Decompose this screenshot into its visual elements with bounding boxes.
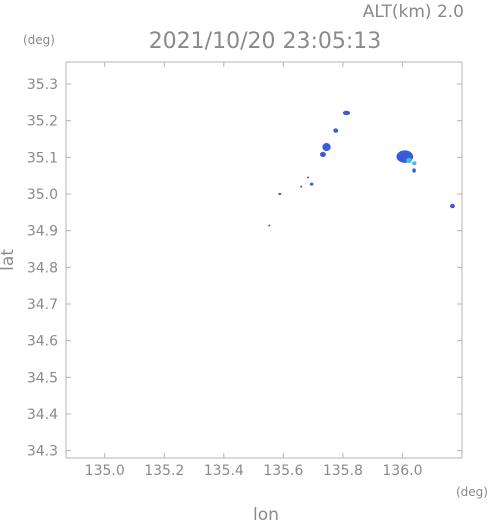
echo-point <box>412 161 417 166</box>
y-tick-label: 35.3 <box>27 77 58 93</box>
chart-title: 2021/10/20 23:05:13 <box>149 29 382 54</box>
echo-point <box>322 143 331 152</box>
x-tick-label: 135.4 <box>204 463 244 479</box>
x-tick-label: 135.6 <box>263 463 303 479</box>
y-tick-label: 34.5 <box>27 370 58 386</box>
x-tick-label: 135.8 <box>323 463 363 479</box>
echo-point <box>406 157 412 163</box>
echo-point <box>307 176 310 179</box>
echo-point <box>333 128 339 133</box>
x-tick-label: 135.2 <box>144 463 184 479</box>
x-tick-label: 136.0 <box>382 463 422 479</box>
echo-point <box>319 151 326 157</box>
echo-point <box>268 224 271 227</box>
x-tick-label: 135.0 <box>85 463 125 479</box>
y-tick-label: 34.8 <box>27 260 58 276</box>
y-tick-label: 35.0 <box>27 187 58 203</box>
echo-point <box>342 110 351 116</box>
y-tick-label: 34.7 <box>27 297 58 313</box>
plot-frame <box>65 61 463 459</box>
y-tick-label: 35.1 <box>27 150 58 166</box>
echo-point <box>300 185 303 188</box>
x-axis-label: lon <box>253 505 279 521</box>
y-tick-label: 34.4 <box>27 407 58 423</box>
y-tick-label: 34.9 <box>27 224 58 240</box>
y-tick-label: 35.2 <box>27 114 58 130</box>
echo-point <box>278 192 282 196</box>
x-axis-unit: (deg) <box>456 485 488 499</box>
y-axis-unit: (deg) <box>23 33 55 47</box>
echo-point <box>412 168 416 173</box>
echo-point <box>450 203 455 209</box>
y-axis-label: lat <box>0 249 18 271</box>
altitude-label: ALT(km) 2.0 <box>363 2 464 22</box>
y-tick-label: 34.6 <box>27 334 58 350</box>
echo-layer <box>268 110 455 227</box>
axis-ticks: 135.0 135.2 135.4 135.6 135.8 136.0 34.3 34.4 34… <box>27 62 462 479</box>
echo-point <box>309 182 314 186</box>
y-tick-label: 34.3 <box>27 444 58 460</box>
